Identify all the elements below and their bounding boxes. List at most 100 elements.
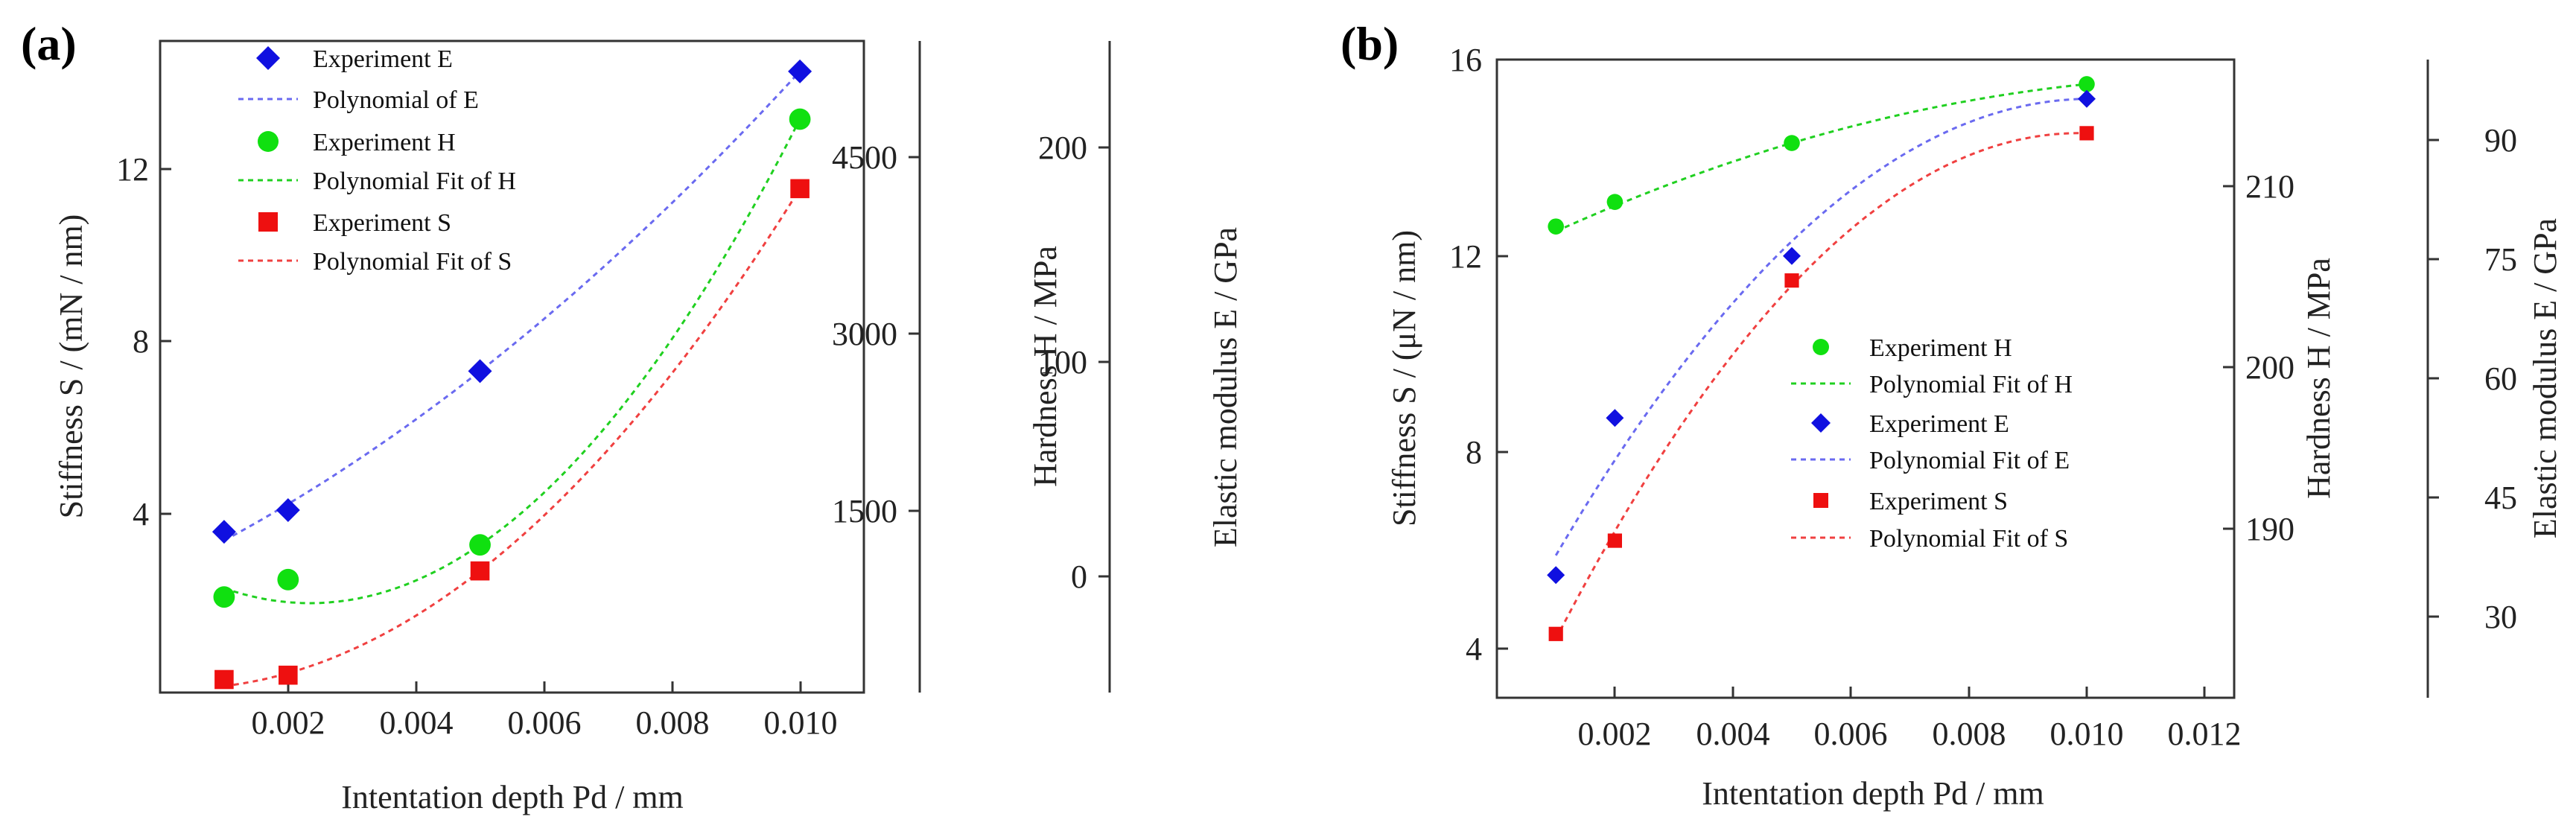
legend-label: Polynomial Fit of S	[313, 248, 512, 276]
data-point-diamond	[2078, 89, 2096, 108]
fit-line-e-b	[1554, 98, 2087, 556]
fit-line-h-b	[1555, 83, 2087, 233]
x-tick-label: 0.008	[636, 704, 710, 741]
legend-b: Experiment H Polynomial Fit of H Experim…	[1791, 334, 2073, 553]
legend-marker-square	[1813, 493, 1828, 508]
y-tick-label: 4	[133, 496, 149, 532]
data-point-circle	[469, 534, 491, 556]
y-axis-label-hardness-a: Hardness H / MPa	[1027, 246, 1063, 487]
y-ticks-hardness-b: 190 200 210	[2223, 168, 2294, 547]
x-ticks-a: 0.002 0.004 0.006 0.008 0.010	[252, 681, 838, 741]
y-tick-label: 200	[1038, 130, 1087, 166]
y-ticks-modulus-a: 0 100 200	[1038, 130, 1110, 595]
markers-a	[212, 59, 812, 690]
x-tick-label: 0.006	[508, 704, 582, 741]
panel-label-a: (a)	[21, 17, 77, 70]
x-ticks-b: 0.002 0.004 0.006 0.008 0.010 0.012	[1578, 687, 2242, 752]
x-tick-label: 0.004	[1696, 716, 1770, 752]
y-axis-label-stiffness-a: Stiffness S / (mN / nm)	[53, 214, 89, 519]
data-point-diamond	[1606, 409, 1624, 427]
data-point-square	[2079, 126, 2094, 141]
y-tick-label: 190	[2245, 511, 2294, 547]
data-point-diamond	[1783, 246, 1801, 265]
legend-label: Experiment H	[1869, 334, 2012, 362]
legend-marker-diamond	[1811, 413, 1831, 433]
y-tick-label: 210	[2245, 168, 2294, 205]
data-point-circle	[789, 108, 811, 130]
y-ticks-stiffness-a: 4 8 12	[116, 151, 171, 532]
y-ticks-hardness-a: 1500 3000 4500	[832, 139, 920, 529]
x-tick-label: 0.008	[1933, 716, 2006, 752]
y-axis-label-modulus-a: Elastic modulus E / GPa	[1207, 227, 1244, 547]
legend-marker-circle	[258, 131, 279, 152]
fit-line-s-a	[223, 188, 801, 687]
y-tick-label: 1500	[832, 493, 897, 529]
legend-label: Polynomial Fit of E	[1869, 447, 2070, 474]
data-point-circle	[2079, 76, 2095, 92]
y-tick-label: 3000	[832, 316, 897, 352]
data-point-square	[1607, 533, 1622, 548]
y-tick-label: 45	[2484, 480, 2517, 516]
legend-label: Polynomial Fit of H	[313, 168, 516, 195]
data-point-diamond	[1547, 566, 1565, 585]
y-tick-label: 12	[116, 151, 149, 188]
data-point-diamond	[276, 498, 300, 522]
data-point-square	[279, 665, 298, 685]
y-axis-label-modulus-b: Elastic modulus E / GPa	[2527, 218, 2563, 538]
data-point-circle	[1548, 218, 1564, 235]
x-tick-label: 0.010	[764, 704, 838, 741]
data-point-square	[214, 669, 234, 690]
fit-line-h-a	[223, 70, 801, 542]
fit-line-s-b	[1554, 132, 2087, 640]
chart-b: (b) 0.002 0.004 0.006 0.008 0.010 0.012 …	[1341, 17, 2563, 812]
y-ticks-modulus-b: 30 45 60 75 90	[2428, 122, 2517, 635]
legend-label: Experiment S	[1869, 488, 2008, 515]
legend-label: Experiment E	[1869, 410, 2009, 438]
legend-label: Polynomial Fit of H	[1869, 371, 2073, 398]
y-tick-label: 60	[2484, 360, 2517, 397]
legend-label: Experiment H	[313, 129, 456, 156]
y-tick-label: 8	[1466, 434, 1482, 471]
x-tick-label: 0.002	[252, 704, 325, 741]
x-tick-label: 0.010	[2050, 716, 2124, 752]
y-tick-label: 4500	[832, 139, 897, 176]
data-point-circle	[1784, 135, 1800, 151]
legend-marker-diamond	[256, 46, 280, 70]
y-tick-label: 0	[1071, 559, 1087, 595]
y-axis-label-stiffness-b: Stiffness S / (μN / nm)	[1386, 230, 1422, 526]
data-point-circle	[1606, 194, 1623, 210]
y-tick-label: 12	[1449, 238, 1482, 275]
y-tick-label: 90	[2484, 122, 2517, 159]
x-axis-label-a: Intentation depth Pd / mm	[341, 779, 684, 815]
data-point-diamond	[788, 59, 812, 83]
legend-marker-square	[258, 212, 278, 232]
legend-a: Experiment E Polynomial of E Experiment …	[238, 45, 516, 276]
legend-marker-circle	[1813, 339, 1829, 355]
panel-label-b: (b)	[1341, 17, 1399, 70]
data-point-diamond	[212, 520, 236, 544]
markers-b	[1547, 76, 2096, 641]
legend-label: Polynomial of E	[313, 86, 479, 114]
y-tick-label: 100	[1038, 344, 1087, 381]
y-tick-label: 16	[1449, 42, 1482, 78]
x-tick-label: 0.004	[380, 704, 454, 741]
data-point-circle	[213, 586, 235, 608]
data-point-circle	[277, 568, 299, 591]
data-point-square	[790, 179, 810, 199]
plot-frame-a	[159, 39, 865, 694]
legend-label: Experiment E	[313, 45, 453, 73]
fit-line-e-a	[223, 118, 801, 605]
data-point-square	[1784, 273, 1799, 288]
legend-label: Experiment S	[313, 209, 451, 237]
x-tick-label: 0.002	[1578, 716, 1652, 752]
data-point-square	[470, 561, 490, 581]
x-tick-label: 0.006	[1814, 716, 1888, 752]
y-ticks-stiffness-b: 4 8 12 16	[1449, 42, 1508, 667]
plot-frame-b	[1495, 58, 2236, 699]
y-tick-label: 4	[1466, 631, 1482, 667]
y-tick-label: 200	[2245, 349, 2294, 386]
y-tick-label: 75	[2484, 241, 2517, 278]
y-tick-label: 30	[2484, 599, 2517, 635]
y-tick-label: 8	[133, 323, 149, 360]
